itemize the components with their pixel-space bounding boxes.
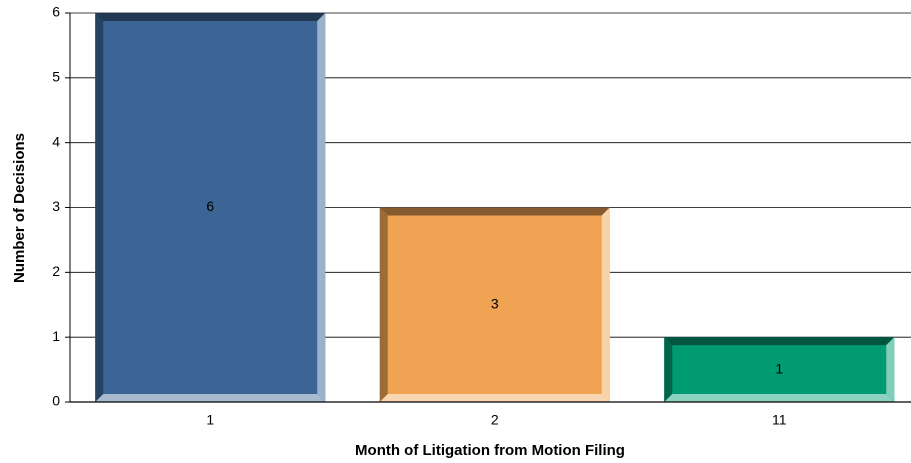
y-tick-label: 0 [52, 393, 60, 409]
bar-bevel [601, 207, 610, 402]
bar-bevel [317, 13, 326, 402]
x-tick-label: 11 [772, 412, 787, 428]
bar-bevel [95, 394, 326, 402]
y-tick-label: 3 [52, 198, 60, 214]
data-label: 6 [206, 198, 214, 214]
bar-bevel [379, 394, 610, 402]
x-tick-label: 1 [206, 412, 214, 428]
bar-bevel [664, 337, 673, 402]
y-tick-label: 1 [52, 328, 60, 344]
bar [664, 337, 895, 402]
x-axis-title: Month of Litigation from Motion Filing [355, 442, 625, 459]
bar-bevel [95, 13, 326, 21]
bar-bevel [379, 207, 610, 216]
y-tick-label: 5 [52, 69, 60, 85]
data-label: 3 [491, 295, 499, 311]
bar [95, 13, 326, 402]
y-tick-label: 2 [52, 263, 60, 279]
y-tick-label: 6 [52, 4, 60, 20]
bar-bevel [664, 394, 895, 402]
bar-bevel [95, 13, 104, 402]
y-axis-title: Number of Decisions [11, 133, 28, 283]
bar-bevel [886, 337, 895, 402]
x-tick-label: 2 [491, 412, 499, 428]
data-label: 1 [775, 360, 783, 376]
bar-bevel [379, 207, 388, 402]
y-tick-label: 4 [52, 133, 60, 149]
bar-bevel [664, 337, 895, 346]
bar [379, 207, 610, 402]
